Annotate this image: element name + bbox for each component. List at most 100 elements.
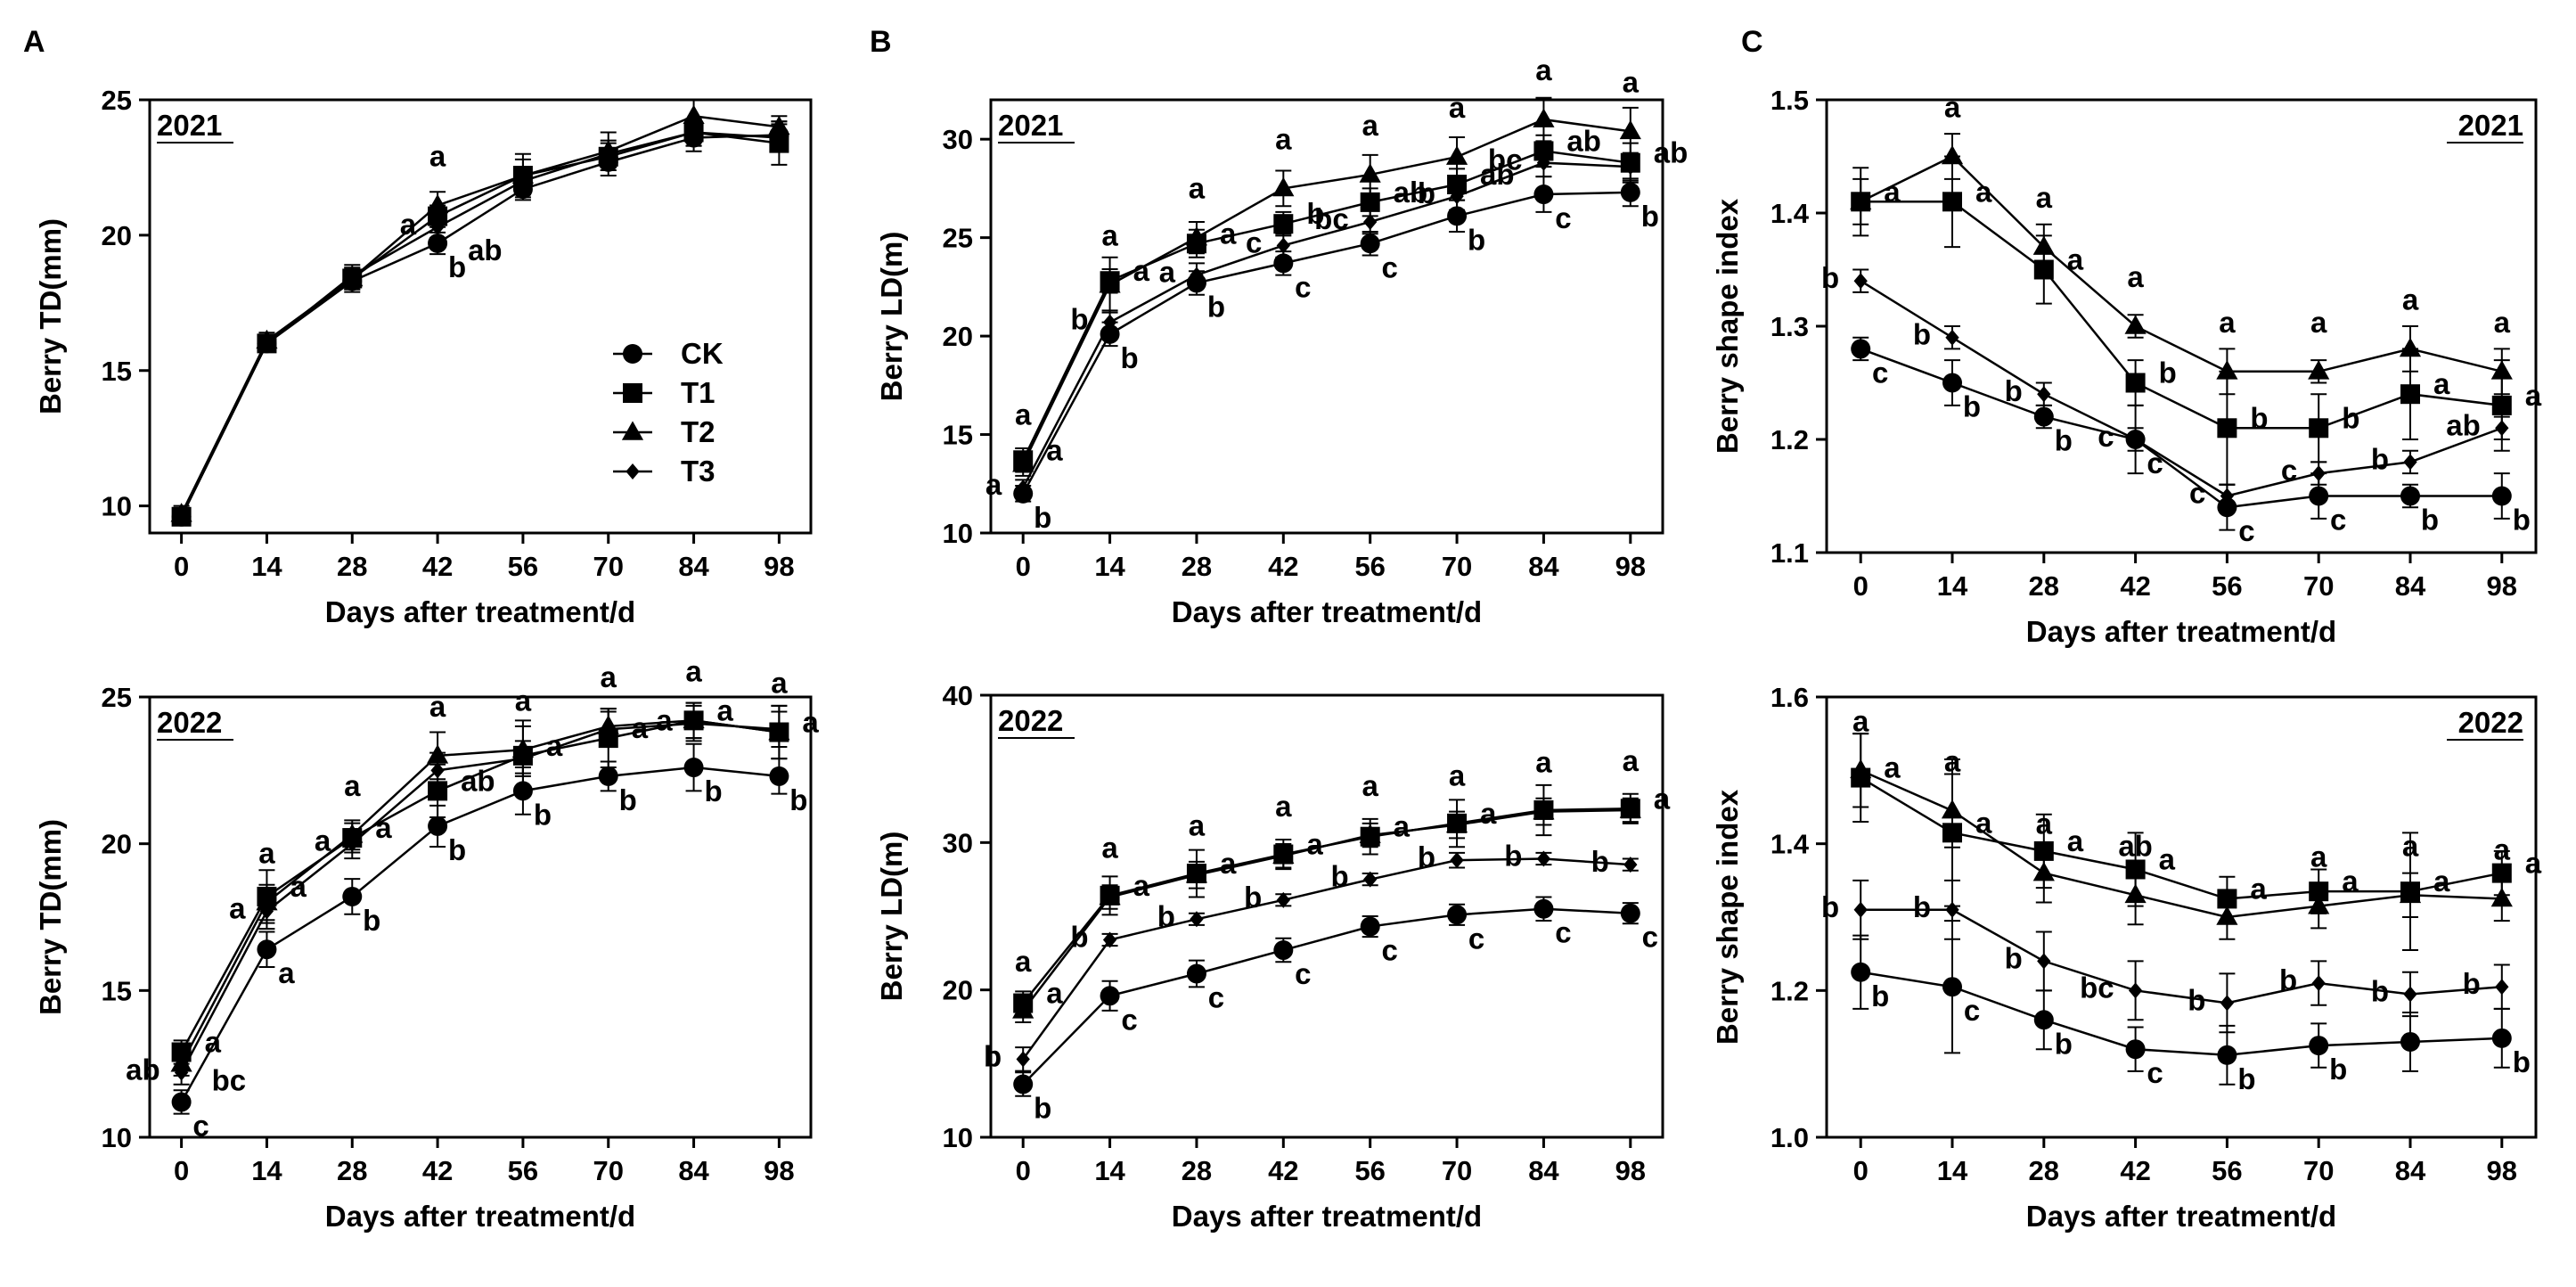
legend-label-t2: T2 [681, 415, 716, 448]
year-label: 2021 [998, 109, 1063, 142]
data-point [2033, 406, 2054, 427]
legend-marker-t3 [626, 463, 640, 480]
significance-letter: b [704, 775, 722, 807]
data-point [601, 145, 616, 162]
x-tick-label: 98 [2487, 570, 2517, 602]
chart-b2022: 10 20 30 40 0 14 28 42 56 70 84 98 Days after treatm… [875, 680, 1671, 1233]
significance-letter: a [1480, 797, 1497, 830]
data-point [2495, 979, 2509, 996]
significance-letter: c [1964, 994, 1980, 1027]
x-tick-label: 14 [251, 551, 282, 582]
significance-letter: b [1913, 318, 1931, 351]
data-point [1450, 188, 1464, 205]
significance-letter: a [429, 690, 446, 723]
y-axis-label: Berry LD(m) [875, 232, 908, 402]
x-axis-label: Days after treatment/d [325, 1200, 635, 1233]
significance-letter: b [2342, 401, 2359, 434]
significance-letter: ab [468, 234, 503, 266]
series-t3: b b b b b b b b [984, 840, 1639, 1072]
significance-letter: a [2159, 842, 2176, 875]
significance-letter: b [1418, 176, 1435, 209]
significance-letter: b [2250, 401, 2268, 434]
x-tick-label: 98 [2487, 1155, 2517, 1186]
data-point [1016, 1051, 1030, 1068]
data-point [2491, 863, 2512, 883]
x-tick-label: 56 [1354, 551, 1385, 582]
significance-letter: b [1034, 1091, 1051, 1124]
data-point [1102, 931, 1117, 948]
x-tick-label: 14 [1094, 1155, 1125, 1186]
y-tick-label: 15 [943, 420, 973, 451]
series-line [1860, 154, 2503, 373]
series-line [1022, 161, 1631, 488]
significance-letter: a [429, 139, 446, 172]
significance-letter: a [685, 654, 702, 687]
significance-letter: b [534, 798, 552, 831]
significance-letter: b [2371, 974, 2389, 1007]
data-point [2403, 454, 2417, 471]
significance-letter: b [1468, 223, 1485, 256]
series-line [1022, 808, 1631, 1012]
significance-letter: c [1382, 934, 1398, 967]
y-tick-label: 1.4 [1770, 829, 1810, 860]
data-point [516, 173, 530, 190]
data-point [683, 758, 704, 778]
data-point [1445, 145, 1468, 165]
data-point [259, 335, 274, 352]
y-tick-label: 25 [102, 85, 132, 116]
significance-letter: b [1034, 501, 1051, 534]
data-point [1851, 962, 1871, 982]
significance-letter: a [1220, 847, 1237, 880]
significance-letter: b [1821, 890, 1839, 923]
y-axis-label: Berry shape index [1711, 198, 1744, 454]
chart-c2021: 1.1 1.2 1.3 1.4 1.5 0 14 28 42 56 70 84 98 Days after… [1711, 85, 2542, 648]
significance-letter: a [771, 667, 788, 700]
data-point [1623, 857, 1638, 873]
plot-frame [148, 98, 813, 535]
x-tick-label: 14 [1937, 1155, 1968, 1186]
significance-letter: b [2159, 357, 2177, 389]
legend-label-ck: CK [681, 337, 724, 370]
significance-letter: a [2342, 865, 2359, 898]
data-point [1533, 108, 1555, 127]
data-point [2033, 1010, 2054, 1030]
significance-letter: b [2237, 1062, 2255, 1095]
data-point [2311, 465, 2326, 482]
significance-letter: a [2310, 840, 2327, 873]
data-point [1360, 192, 1380, 212]
significance-letter: a [2310, 306, 2327, 339]
data-point [345, 267, 359, 284]
y-tick-label: 15 [102, 356, 132, 387]
data-point [1623, 159, 1638, 176]
significance-letter: a [1535, 53, 1552, 86]
series-line [1022, 907, 1631, 1086]
significance-letter: a [2036, 181, 2053, 214]
significance-letter: c [2147, 1056, 2163, 1089]
x-tick-label: 14 [1937, 570, 1968, 602]
series-line [180, 131, 780, 518]
series-line [1860, 769, 2502, 919]
data-point [1533, 898, 1554, 919]
y-tick-label: 1.6 [1770, 682, 1809, 713]
data-point [2125, 1039, 2146, 1060]
y-tick-label: 1.2 [1770, 424, 1809, 455]
x-tick-label: 42 [1268, 1155, 1298, 1186]
chart-a2022: 10 15 20 25 0 14 28 42 56 70 84 98 Days after treatm… [34, 654, 819, 1233]
x-tick-label: 84 [2395, 1155, 2426, 1186]
series-ck: b c c c c c c c [1013, 896, 1658, 1124]
data-point [1100, 986, 1120, 1006]
legend-marker-ck [623, 344, 642, 364]
y-tick-label: 10 [102, 491, 132, 522]
data-point [1360, 234, 1380, 254]
x-tick-label: 70 [593, 1155, 623, 1186]
x-tick-label: 70 [1442, 551, 1472, 582]
significance-letter: a [1101, 832, 1118, 865]
series-line [1860, 908, 2502, 1004]
data-point [2124, 883, 2147, 904]
significance-letter: a [1975, 175, 1992, 208]
data-point [516, 750, 530, 767]
y-tick-label: 20 [102, 220, 132, 251]
